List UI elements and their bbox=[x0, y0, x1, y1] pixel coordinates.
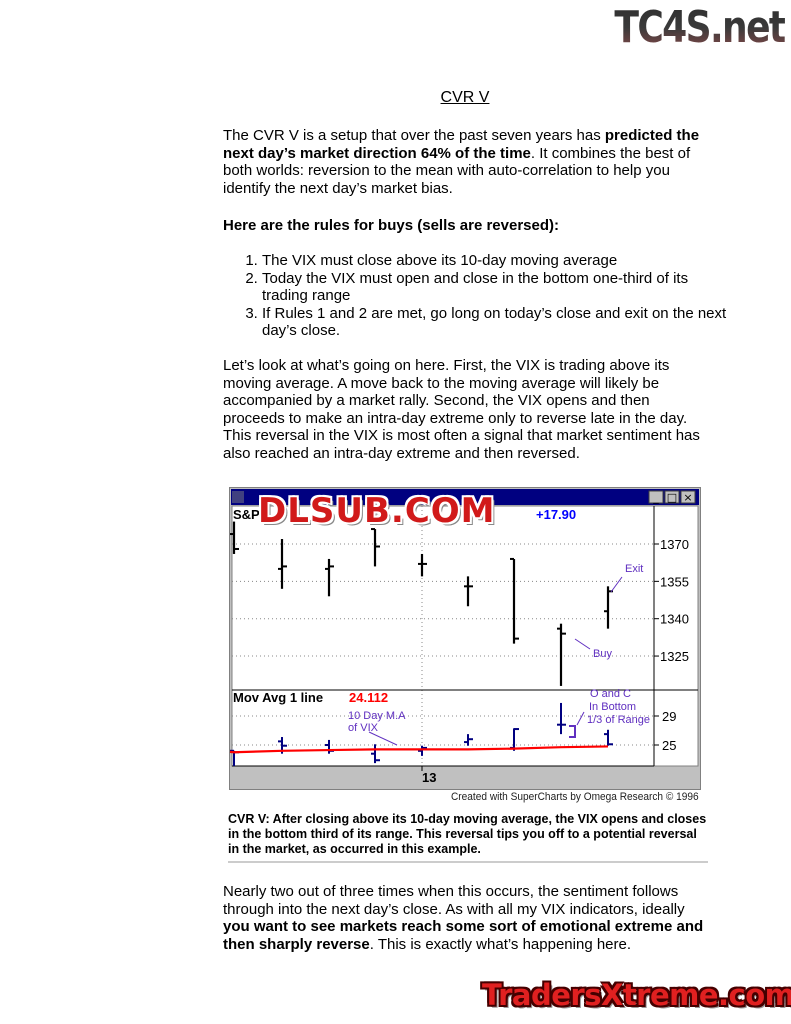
closing-bold: you want to see markets reach some sort … bbox=[223, 918, 704, 953]
plot-area bbox=[231, 505, 699, 767]
closing-text-end: . This is exactly what’s happening here. bbox=[369, 935, 632, 953]
maximize-icon: □ bbox=[667, 491, 677, 504]
vix-panel-value: 24.112 bbox=[349, 690, 388, 705]
chart-credit: Created with SuperCharts by Omega Resear… bbox=[451, 791, 699, 803]
oc-bracket bbox=[569, 725, 576, 738]
price-tick-label: 1325 bbox=[660, 649, 689, 664]
tc4s-logo: TC4S.net bbox=[614, 2, 787, 53]
ma-annotation: of VIX bbox=[348, 722, 379, 734]
rule-item: If Rules 1 and 2 are met, go long on tod… bbox=[262, 305, 732, 340]
close-icon: × bbox=[683, 491, 692, 504]
rules-list: The VIX must close above its 10-day movi… bbox=[223, 252, 732, 340]
vix-tick-label: 25 bbox=[662, 738, 676, 753]
explanation-paragraph: Let’s look at what’s going on here. Firs… bbox=[223, 357, 700, 462]
dlsub-watermark: DLSUB.COM bbox=[258, 491, 496, 531]
buy-annotation: Buy bbox=[593, 648, 612, 660]
intro-text-end: . It combines the best of both worlds: r… bbox=[223, 144, 691, 197]
oc-annotation: In Bottom bbox=[589, 701, 636, 713]
oc-pointer bbox=[576, 711, 585, 726]
oc-annotation: 1/3 of Range bbox=[587, 714, 650, 726]
page-title: CVR V bbox=[440, 89, 490, 106]
vix-sp500-chart: _ □ × 1370 1355 1340 1325 29 25 13 S&P +17.90 Mov Av… bbox=[229, 487, 701, 790]
rule-item: Today the VIX must open and close in the… bbox=[262, 270, 732, 305]
closing-text: Nearly two out of three times when this … bbox=[223, 883, 685, 918]
app-icon bbox=[232, 491, 244, 503]
oc-annotation: O and C bbox=[590, 688, 631, 700]
tradersxtreme-logo: TradersXtreme.com bbox=[482, 978, 791, 1012]
price-tick-label: 1340 bbox=[660, 612, 689, 627]
chart-caption: CVR V: After closing above its 10-day mo… bbox=[228, 812, 708, 863]
price-change: +17.90 bbox=[536, 507, 576, 522]
rule-item: The VIX must close above its 10-day movi… bbox=[262, 252, 732, 270]
moving-average-line bbox=[229, 745, 609, 754]
ma-pointer bbox=[368, 731, 398, 746]
price-tick-label: 1355 bbox=[660, 574, 689, 589]
window-button-minimize[interactable] bbox=[648, 490, 664, 504]
closing-paragraph: Nearly two out of three times when this … bbox=[223, 883, 713, 953]
title-bar bbox=[231, 489, 699, 505]
price-panel-label: S&P bbox=[233, 507, 260, 522]
window-button-close[interactable] bbox=[680, 490, 696, 504]
intro-paragraph: The CVR V is a setup that over the past … bbox=[223, 127, 713, 197]
rules-heading: Here are the rules for buys (sells are r… bbox=[223, 217, 559, 234]
ma-annotation: 10 Day M.A bbox=[348, 710, 406, 722]
price-tick-label: 1370 bbox=[660, 537, 689, 552]
minimize-icon: _ bbox=[652, 491, 659, 504]
buy-pointer bbox=[574, 638, 591, 650]
intro-bold: predicted the next day’s market directio… bbox=[223, 127, 700, 162]
vix-panel-label: Mov Avg 1 line bbox=[233, 690, 323, 705]
vix-tick-label: 29 bbox=[662, 709, 676, 724]
intro-text: The CVR V is a setup that over the past … bbox=[223, 127, 605, 144]
exit-annotation: Exit bbox=[625, 563, 643, 575]
x-tick-label: 13 bbox=[422, 770, 436, 785]
window-button-maximize[interactable] bbox=[664, 490, 680, 504]
exit-pointer bbox=[610, 576, 623, 593]
